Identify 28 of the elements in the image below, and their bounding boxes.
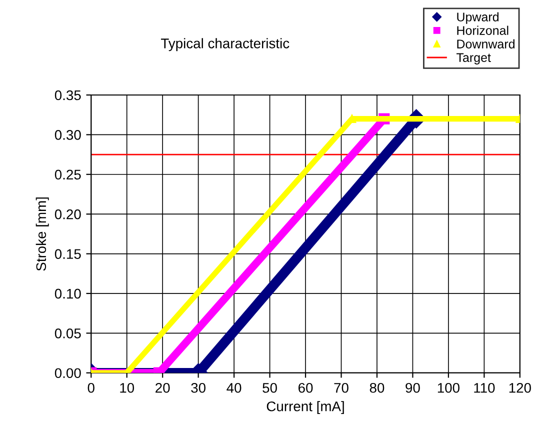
y-axis-title: Stroke [mm] (36, 197, 49, 271)
x-tick-label: 70 (334, 382, 348, 393)
chart-title: Typical characteristic (160, 38, 290, 52)
x-tick-label: 30 (191, 382, 206, 393)
x-tick-label: 90 (406, 382, 420, 393)
x-tick-label: 10 (120, 382, 134, 393)
x-tick-label: 80 (370, 382, 384, 393)
y-tick-label: 0.35 (54, 90, 81, 100)
legend-label: Horizonal (457, 26, 508, 35)
x-tick-label: 0 (88, 382, 94, 393)
y-tick-label: 0.00 (54, 368, 81, 378)
x-tick-label: 50 (262, 382, 277, 393)
x-tick-label: 40 (226, 382, 242, 393)
x-tick-label: 110 (474, 382, 495, 393)
y-tick-label: 0.15 (54, 249, 81, 259)
x-axis-title: Current [mA] (266, 401, 344, 414)
x-tick-label: 60 (298, 382, 313, 393)
x-tick-label: 20 (156, 382, 170, 393)
y-tick-label: 0.10 (54, 288, 81, 299)
y-tick-label: 0.30 (54, 130, 81, 140)
y-tick-label: 0.20 (54, 209, 81, 220)
legend-label: Upward (457, 12, 498, 24)
legend-label: Downward (457, 39, 514, 48)
x-tick-label: 100 (438, 382, 460, 393)
y-tick-label: 0.25 (54, 170, 81, 180)
legend-label: Target (456, 53, 491, 64)
x-tick-label: 120 (509, 382, 531, 393)
y-tick-label: 0.05 (54, 328, 81, 338)
